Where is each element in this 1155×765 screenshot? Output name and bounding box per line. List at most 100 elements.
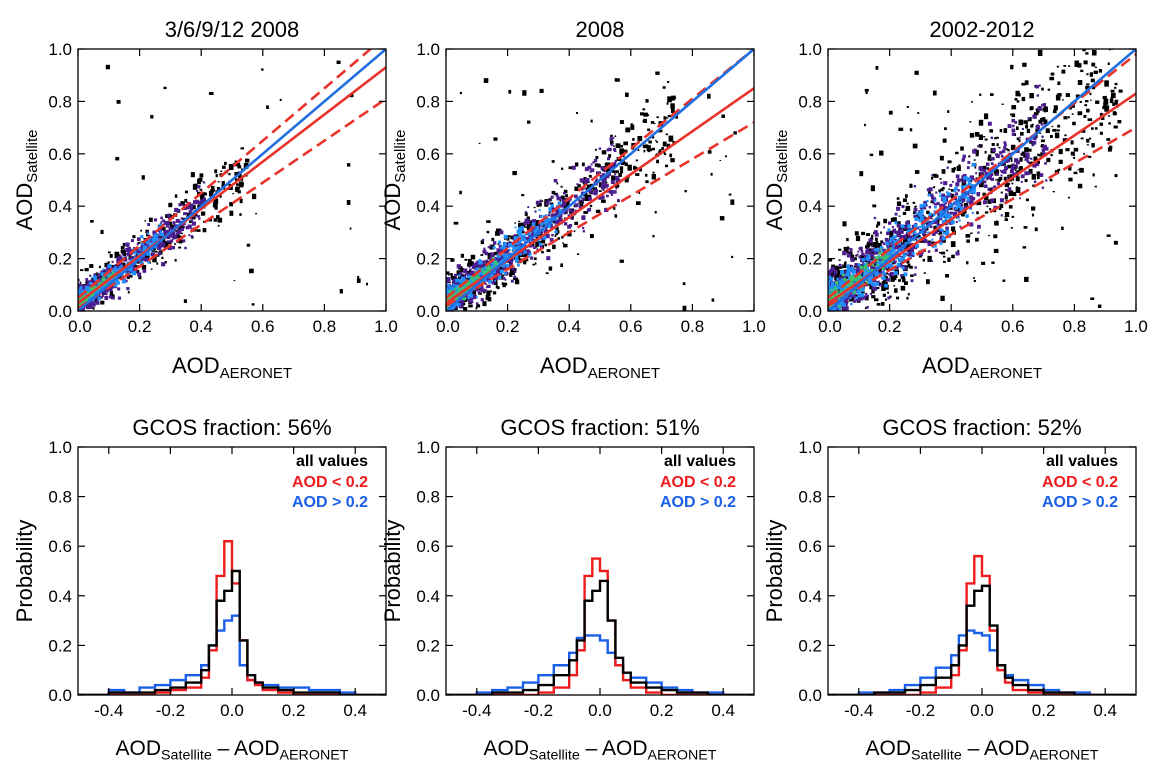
- density-cell: [162, 219, 165, 222]
- density-cell: [614, 173, 616, 175]
- density-cell: [615, 170, 619, 173]
- x-tick-label: 0.2: [496, 317, 520, 336]
- density-cell: [871, 295, 875, 298]
- density-cell: [945, 227, 949, 231]
- density-cell: [572, 217, 574, 219]
- density-cell: [1117, 100, 1119, 101]
- density-cell: [608, 154, 611, 158]
- density-cell: [926, 279, 930, 284]
- density-cell: [943, 261, 946, 263]
- density-cell: [935, 192, 937, 194]
- density-cell: [897, 224, 901, 228]
- density-cell: [883, 226, 885, 228]
- density-cell: [992, 143, 995, 146]
- density-cell: [488, 246, 490, 248]
- density-cell: [670, 158, 674, 162]
- density-cell: [955, 182, 959, 186]
- density-cell: [909, 184, 912, 188]
- density-cell: [515, 226, 517, 228]
- density-cell: [611, 180, 615, 184]
- density-cell: [652, 235, 654, 237]
- density-cell: [192, 222, 196, 226]
- density-cell: [901, 286, 906, 291]
- density-cell: [996, 154, 1000, 158]
- density-cell: [875, 238, 878, 241]
- density-cell: [1115, 83, 1118, 85]
- density-cell: [652, 148, 655, 151]
- density-cell: [847, 253, 851, 257]
- density-cell: [1037, 94, 1039, 96]
- density-cell: [459, 303, 461, 305]
- density-cell: [924, 272, 926, 274]
- density-cell: [203, 228, 207, 232]
- density-cell: [1022, 128, 1024, 130]
- density-cell: [99, 266, 101, 268]
- density-cell: [503, 277, 506, 280]
- density-cell: [984, 184, 987, 187]
- density-cell: [669, 136, 674, 142]
- density-cell: [1024, 226, 1028, 229]
- density-cell: [990, 178, 992, 180]
- density-cell: [1020, 132, 1024, 136]
- density-cell: [1112, 103, 1115, 106]
- density-cell: [655, 72, 659, 75]
- density-cell: [1077, 63, 1081, 68]
- density-cell: [563, 244, 567, 248]
- density-cell: [909, 266, 913, 269]
- density-cell: [935, 249, 938, 252]
- density-cell: [126, 287, 129, 290]
- density-cell: [464, 274, 467, 277]
- density-cell: [224, 162, 227, 165]
- density-cell: [476, 302, 478, 304]
- y-axis-label: AODSatellite: [380, 130, 409, 231]
- density-cell: [645, 144, 649, 148]
- density-cell: [1004, 177, 1007, 181]
- density-cell: [613, 145, 615, 147]
- density-cell: [591, 120, 593, 123]
- density-cell: [1007, 175, 1009, 177]
- density-cell: [661, 147, 664, 150]
- density-cell: [1090, 298, 1094, 300]
- density-cell: [730, 199, 734, 204]
- density-cell: [1003, 141, 1006, 144]
- density-cell: [1086, 73, 1088, 75]
- density-cell: [508, 90, 511, 94]
- density-cell: [518, 227, 522, 231]
- density-cell: [140, 230, 142, 232]
- density-cell: [867, 295, 869, 297]
- density-cell: [970, 232, 972, 234]
- density-cell: [547, 249, 551, 252]
- density-cell: [470, 302, 472, 304]
- density-cell: [1007, 183, 1010, 185]
- density-cell: [601, 200, 606, 203]
- density-cell: [454, 274, 457, 277]
- density-cell: [587, 208, 591, 212]
- density-cell: [989, 129, 993, 132]
- density-cell: [1008, 124, 1012, 128]
- density-cell: [143, 247, 146, 250]
- density-cell: [887, 296, 890, 299]
- density-cell: [992, 148, 996, 152]
- density-cell: [183, 212, 186, 215]
- density-cell: [539, 200, 541, 202]
- density-cell: [1007, 177, 1009, 179]
- density-cell: [510, 261, 513, 264]
- density-cell: [514, 222, 516, 223]
- density-cell: [1111, 90, 1115, 93]
- density-cell: [892, 226, 894, 228]
- density-cell: [511, 280, 514, 283]
- density-cell: [195, 200, 199, 204]
- density-cell: [575, 203, 579, 207]
- density-cell: [1061, 227, 1064, 230]
- density-cell: [994, 221, 999, 226]
- density-cell: [635, 173, 639, 176]
- density-cell: [478, 291, 481, 294]
- density-cell: [988, 235, 990, 236]
- density-cell: [167, 214, 170, 217]
- density-cell: [546, 256, 550, 260]
- density-cell: [842, 221, 846, 226]
- density-cell: [885, 276, 888, 278]
- density-cell: [1004, 128, 1008, 133]
- density-cell: [137, 253, 139, 255]
- density-cell: [548, 214, 550, 216]
